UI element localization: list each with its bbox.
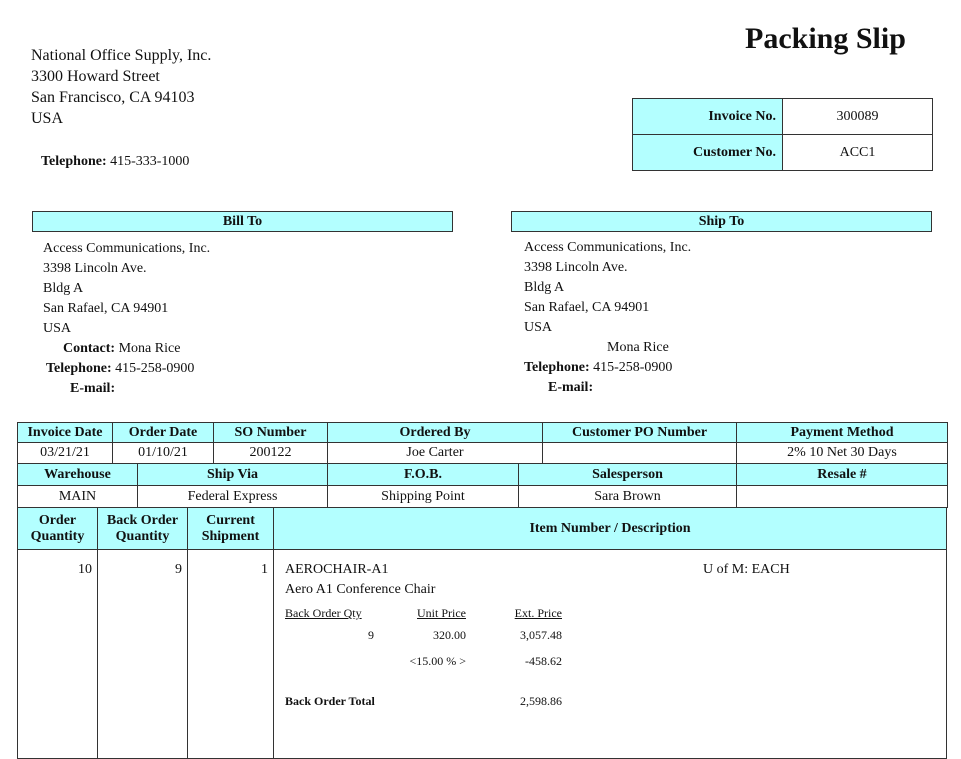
page-title: Packing Slip bbox=[745, 22, 906, 55]
bill-to-header: Bill To bbox=[32, 211, 453, 232]
telephone-label: Telephone: bbox=[46, 361, 112, 376]
unit-price-value: 320.00 bbox=[433, 628, 466, 642]
customer-no-value: ACC1 bbox=[782, 134, 933, 171]
value-values2-0: MAIN bbox=[17, 485, 138, 508]
header-headers1-0: Invoice Date bbox=[17, 422, 113, 443]
order-qty: 10 bbox=[78, 562, 92, 577]
company-street: 3300 Howard Street bbox=[31, 68, 160, 85]
bill-to-street: 3398 Lincoln Ave. bbox=[43, 261, 147, 276]
email-label: E-mail: bbox=[70, 381, 116, 396]
ship-to-bldg: Bldg A bbox=[524, 280, 565, 295]
telephone-value: 415-333-1000 bbox=[110, 154, 190, 169]
header-headers2-0: Warehouse bbox=[17, 463, 138, 486]
discount-percent: <15.00 % > bbox=[409, 654, 466, 668]
header-headers2-2: F.O.B. bbox=[327, 463, 519, 486]
item-description: Aero A1 Conference Chair bbox=[285, 582, 436, 597]
telephone-value: 415-258-0900 bbox=[115, 361, 195, 376]
telephone-value: 415-258-0900 bbox=[593, 360, 673, 375]
telephone-label: Telephone: bbox=[41, 154, 107, 169]
ext-price-value: 3,057.48 bbox=[520, 628, 562, 642]
current-shipment: 1 bbox=[261, 562, 268, 577]
header-headers1-3: Ordered By bbox=[327, 422, 543, 443]
telephone-label: Telephone: bbox=[524, 360, 590, 375]
ship-to-name: Access Communications, Inc. bbox=[524, 240, 692, 255]
ext-price-subheader: Ext. Price bbox=[514, 606, 562, 620]
back-order-qty-subheader: Back Order Qty bbox=[285, 606, 362, 620]
item-description-header: Item Number / Description bbox=[273, 507, 947, 550]
discount-amount: -458.62 bbox=[525, 654, 562, 668]
value-values2-2: Shipping Point bbox=[327, 485, 519, 508]
unit-price-subheader: Unit Price bbox=[417, 606, 466, 620]
company-address: National Office Supply, Inc. 3300 Howard… bbox=[31, 45, 211, 129]
ship-to-street: 3398 Lincoln Ave. bbox=[524, 260, 628, 275]
value-values1-1: 01/10/21 bbox=[112, 442, 214, 464]
ship-to-city: San Rafael, CA 94901 bbox=[524, 300, 650, 315]
company-country: USA bbox=[31, 110, 64, 127]
ship-to-address: Access Communications, Inc. 3398 Lincoln… bbox=[524, 238, 691, 398]
bill-to-address: Access Communications, Inc. 3398 Lincoln… bbox=[43, 239, 210, 399]
order-qty-header: Order Quantity bbox=[17, 507, 98, 550]
value-values2-1: Federal Express bbox=[137, 485, 328, 508]
customer-no-label: Customer No. bbox=[632, 134, 783, 171]
header-headers1-2: SO Number bbox=[213, 422, 328, 443]
company-telephone: Telephone: 415-333-1000 bbox=[41, 152, 189, 172]
value-values1-5: 2% 10 Net 30 Days bbox=[736, 442, 948, 464]
invoice-no-value: 300089 bbox=[782, 98, 933, 135]
unit-of-measure: U of M: EACH bbox=[703, 562, 790, 577]
bill-to-country: USA bbox=[43, 321, 72, 336]
header-headers2-1: Ship Via bbox=[137, 463, 328, 486]
header-headers2-4: Resale # bbox=[736, 463, 948, 486]
header-headers1-4: Customer PO Number bbox=[542, 422, 737, 443]
header-headers2-3: Salesperson bbox=[518, 463, 737, 486]
ship-to-contact: Mona Rice bbox=[607, 340, 669, 355]
bill-to-bldg: Bldg A bbox=[43, 281, 84, 296]
value-values2-3: Sara Brown bbox=[518, 485, 737, 508]
back-order-qty-header: Back Order Quantity bbox=[97, 507, 188, 550]
contact-value: Mona Rice bbox=[118, 341, 181, 356]
email-label: E-mail: bbox=[548, 380, 594, 395]
bo-qty-value: 9 bbox=[368, 628, 374, 642]
header-headers1-5: Payment Method bbox=[736, 422, 948, 443]
value-values1-2: 200122 bbox=[213, 442, 328, 464]
back-order-total-label: Back Order Total bbox=[285, 694, 375, 708]
back-order-total-value: 2,598.86 bbox=[520, 694, 562, 708]
ship-to-country: USA bbox=[524, 320, 553, 335]
value-values1-4 bbox=[542, 442, 737, 464]
ship-to-header: Ship To bbox=[511, 211, 932, 232]
item-number: AEROCHAIR-A1 bbox=[285, 562, 389, 577]
company-name: National Office Supply, Inc. bbox=[31, 47, 212, 64]
value-values2-4 bbox=[736, 485, 948, 508]
back-order-qty: 9 bbox=[175, 562, 182, 577]
bill-to-city: San Rafael, CA 94901 bbox=[43, 301, 169, 316]
current-shipment-header: Current Shipment bbox=[187, 507, 274, 550]
company-city: San Francisco, CA 94103 bbox=[31, 89, 195, 106]
contact-label: Contact: bbox=[63, 341, 116, 356]
invoice-no-label: Invoice No. bbox=[632, 98, 783, 135]
header-headers1-1: Order Date bbox=[112, 422, 214, 443]
bill-to-name: Access Communications, Inc. bbox=[43, 241, 211, 256]
value-values1-3: Joe Carter bbox=[327, 442, 543, 464]
value-values1-0: 03/21/21 bbox=[17, 442, 113, 464]
